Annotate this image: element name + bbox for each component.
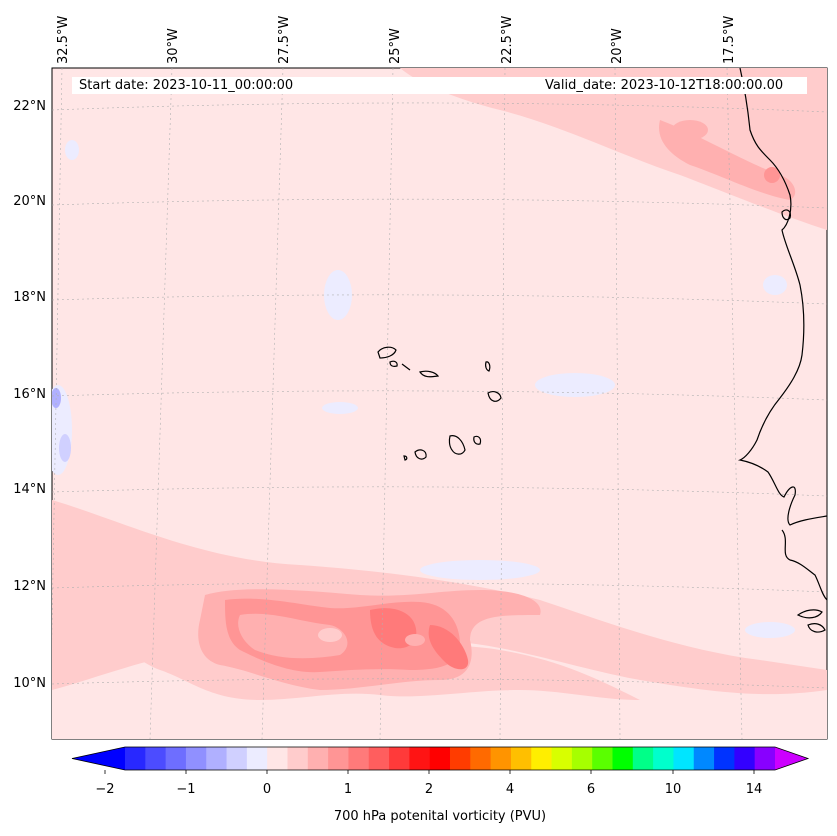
pv-band-ne [764, 167, 780, 183]
colorbar-swatch [754, 747, 776, 770]
colorbar-tick: −1 [176, 782, 196, 797]
colorbar-swatch [206, 747, 228, 770]
lon-label: 20°W [610, 28, 625, 64]
colorbar-swatch [673, 747, 695, 770]
info-bar [72, 77, 807, 94]
colorbar-swatch [450, 747, 471, 770]
coastline [737, 68, 827, 633]
island [485, 361, 491, 372]
lon-label: 22.5°W [500, 15, 515, 64]
colorbar-tick: 14 [745, 782, 763, 797]
pv-blue-patch [59, 434, 71, 462]
island [448, 435, 466, 455]
pv-blue-patch [420, 560, 540, 580]
island [377, 346, 397, 359]
colorbar-swatch [653, 747, 674, 770]
lon-label: 30°W [166, 28, 181, 64]
island [473, 435, 482, 445]
colorbar-swatch [267, 747, 288, 770]
colorbar-tick: 1 [343, 782, 353, 797]
colorbar-extend-high [775, 747, 808, 770]
colorbar-swatch [592, 747, 613, 770]
lon-label: 27.5°W [277, 15, 292, 64]
lat-label: 22°N [13, 99, 46, 114]
colorbar-swatch [389, 747, 410, 770]
colorbar-swatch [328, 747, 349, 770]
colorbar-swatch [571, 747, 593, 770]
colorbar-swatch [165, 747, 187, 770]
cape-verde-islands [377, 346, 502, 461]
pv-band-south [238, 613, 348, 659]
island [414, 449, 427, 460]
colorbar-swatch [470, 747, 492, 770]
pv-band-south [370, 608, 417, 649]
lat-label: 20°N [13, 194, 46, 209]
colorbar-tick: 0 [262, 782, 272, 797]
colorbar-swatch [490, 747, 512, 770]
pv-blue-patch [745, 622, 795, 638]
lat-label: 10°N [13, 676, 46, 691]
pv-blue-patch [535, 373, 615, 397]
island [403, 455, 408, 461]
colorbar-outline [71, 746, 810, 771]
colorbar-swatch [632, 747, 654, 770]
lon-label: 25°W [388, 28, 403, 64]
colorbar-swatch [429, 747, 451, 770]
pv-blue-patch [65, 140, 79, 160]
pv-band-south [405, 634, 425, 646]
colorbar-tick: −2 [95, 782, 115, 797]
lon-label: 32.5°W [56, 15, 71, 64]
colorbar-swatch [510, 747, 532, 770]
lat-label: 14°N [13, 482, 46, 497]
pv-blue-patch [52, 388, 61, 408]
pv-band-south [428, 625, 469, 670]
colorbar-tick: 4 [505, 782, 515, 797]
island [389, 360, 398, 367]
colorbar-swatch [348, 747, 370, 770]
pv-band-ne [659, 120, 796, 200]
colorbar [71, 746, 810, 774]
island [401, 363, 411, 371]
colorbar-label: 700 hPa potenital vorticity (PVU) [333, 809, 547, 824]
island [419, 370, 440, 378]
colorbar-swatch [612, 747, 634, 770]
colorbar-swatch [185, 747, 207, 770]
colorbar-tick: 2 [424, 782, 434, 797]
colorbar-swatch [287, 747, 309, 770]
colorbar-swatch [734, 747, 756, 770]
island [487, 391, 502, 402]
colorbar-swatch [714, 747, 735, 770]
pv-field [52, 68, 827, 739]
colorbar-swatch [409, 747, 431, 770]
colorbar-swatch [307, 747, 329, 770]
lat-label: 18°N [13, 290, 46, 305]
colorbar-swatch [125, 747, 146, 770]
gridlines [52, 68, 827, 739]
pv-band-ne [400, 68, 827, 230]
lon-label: 17.5°W [722, 15, 737, 64]
colorbar-swatch [226, 747, 248, 770]
colorbar-swatch [551, 747, 573, 770]
start-date-label: Start date: 2023-10-11_00:00:00 [79, 78, 294, 93]
colorbar-swatch [145, 747, 167, 770]
colorbar-swatch [693, 747, 715, 770]
colorbar-tick: 10 [664, 782, 682, 797]
valid-date-label: Valid_date: 2023-10-12T18:00:00.00 [545, 78, 784, 93]
colorbar-swatch [368, 747, 390, 770]
colorbar-swatch [531, 747, 553, 770]
colorbar-swatch [246, 747, 268, 770]
colorbar-tick: 6 [586, 782, 596, 797]
pv-blue-patch [763, 275, 787, 295]
lat-label: 12°N [13, 579, 46, 594]
pv-blue-patch [322, 402, 358, 414]
pv-band-south [318, 628, 342, 642]
colorbar-extend-low [72, 747, 125, 770]
pv-band-ne [672, 120, 708, 140]
lat-label: 16°N [13, 387, 46, 402]
